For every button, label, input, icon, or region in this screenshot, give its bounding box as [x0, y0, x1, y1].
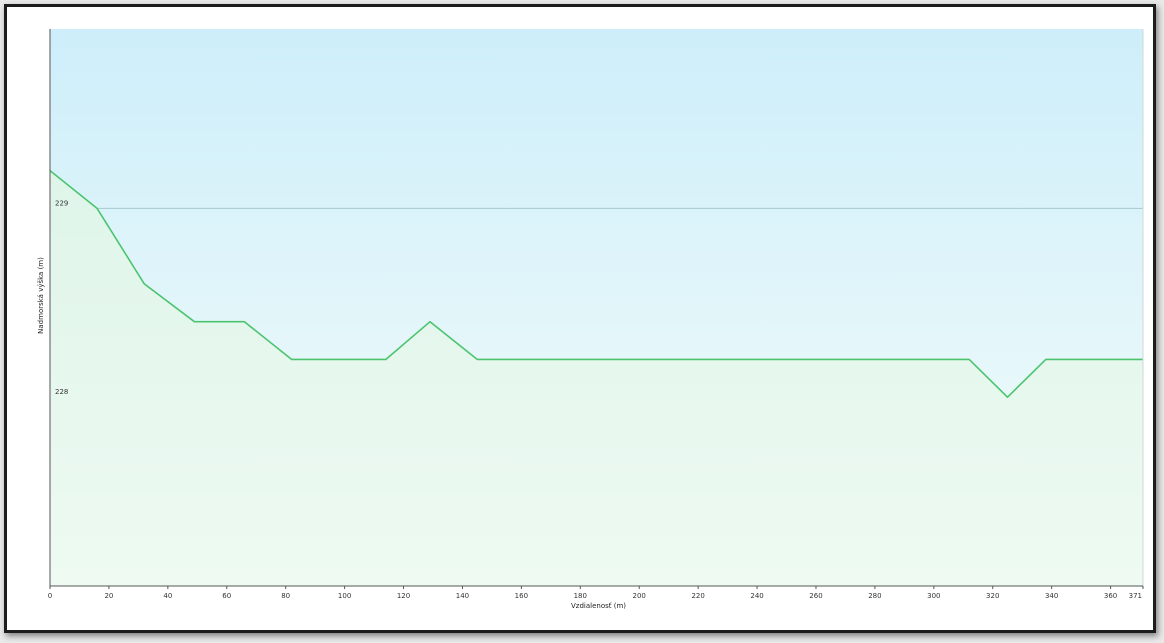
x-tick-label: 320: [986, 592, 999, 600]
x-tick-label: 80: [281, 592, 290, 600]
axes: [49, 29, 1143, 587]
x-tick-label: 371: [1129, 592, 1142, 600]
elevation-area-fill: [50, 170, 1143, 586]
x-tick-label: 160: [515, 592, 528, 600]
x-tick-label: 180: [574, 592, 587, 600]
x-tick-label: 260: [809, 592, 822, 600]
x-tick-label: 40: [163, 592, 172, 600]
x-tick-label: 360: [1104, 592, 1117, 600]
y-axis-title: Nadmorská výška (m): [37, 257, 45, 334]
x-axis-title: Vzdialenosť (m): [571, 601, 626, 610]
x-tick-label: 140: [456, 592, 469, 600]
x-tick-label: 240: [750, 592, 763, 600]
y-axis-ticks: 228 229: [55, 199, 68, 396]
x-tick-label: 340: [1045, 592, 1058, 600]
x-tick-label: 220: [691, 592, 704, 600]
x-tick-label: 60: [222, 592, 231, 600]
chart-frame: 0 20 40 60 80 100 120 140 160 180 200 220 240 260 280 3…: [4, 4, 1156, 633]
x-tick-label: 280: [868, 592, 881, 600]
x-tick-label: 20: [104, 592, 113, 600]
x-tick-label: 200: [633, 592, 646, 600]
y-tick-label: 229: [55, 199, 68, 207]
x-tick-label: 300: [927, 592, 940, 600]
elevation-series-line: [49, 169, 1143, 399]
y-tick-label: 228: [55, 388, 68, 396]
x-tick-label: 0: [48, 592, 52, 600]
x-tick-label: 120: [397, 592, 410, 600]
x-axis-ticks: 0 20 40 60 80 100 120 140 160 180 200 220 240 260 280 3…: [48, 586, 1144, 600]
elevation-profile-chart: 0 20 40 60 80 100 120 140 160 180 200 220 240 260 280 3…: [37, 29, 1144, 610]
x-tick-label: 100: [338, 592, 351, 600]
